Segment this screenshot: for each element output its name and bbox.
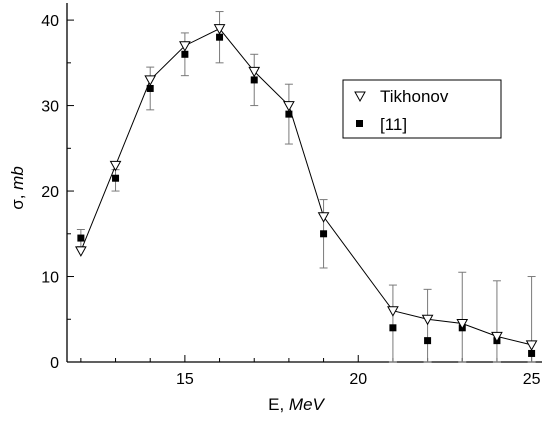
- legend-square-marker-icon: [356, 120, 363, 127]
- y-tick-label: 0: [50, 355, 59, 372]
- ref11-point: [250, 76, 258, 84]
- legend-box: [342, 79, 502, 139]
- legend-triangle-marker-icon: [354, 91, 366, 103]
- legend: Tikhonov [11]: [342, 79, 502, 139]
- tikhonov-point: [421, 314, 434, 326]
- ref11-point: [528, 349, 536, 357]
- y-tick-label: 20: [41, 184, 59, 201]
- x-tick-label: 25: [523, 371, 541, 388]
- tikhonov-point: [491, 331, 503, 343]
- ref11-point: [181, 50, 189, 58]
- ref11-point: [216, 33, 224, 41]
- error-bars: [76, 11, 536, 363]
- legend-ref11-label: [11]: [380, 115, 407, 134]
- ref11-point: [77, 234, 85, 242]
- tikhonov-point: [317, 212, 330, 223]
- x-tick-label: 15: [176, 371, 194, 388]
- tick-labels: 15 20 25 0 10 20 30 40: [41, 13, 540, 388]
- markers: [75, 24, 538, 357]
- tikhonov-point: [525, 340, 538, 351]
- y-tick-label: 10: [41, 270, 59, 287]
- y-tick-label: 40: [41, 13, 59, 30]
- tikhonov-point: [456, 319, 469, 330]
- tikhonov-point: [213, 24, 226, 35]
- y-tick-label: 30: [41, 99, 59, 116]
- ref11-point: [146, 84, 154, 92]
- y-axis-title: σ, mb: [8, 166, 27, 210]
- tikhonov-point: [109, 160, 122, 172]
- ref11-point: [285, 110, 293, 118]
- tikhonov-point: [144, 75, 157, 86]
- tikhonov-point: [248, 66, 261, 78]
- ref11-point: [389, 324, 397, 332]
- ref11-point: [424, 337, 432, 345]
- x-tick-label: 20: [349, 371, 367, 388]
- tikhonov-point: [75, 246, 87, 257]
- ref11-point: [320, 230, 328, 238]
- x-axis-title: E, MeV: [268, 395, 325, 414]
- axes: [66, 3, 542, 363]
- tikhonov-point: [179, 41, 191, 52]
- tikhonov-point: [387, 306, 399, 317]
- legend-tikhonov-label: Tikhonov: [380, 87, 449, 106]
- ref11-point: [112, 174, 120, 182]
- tikhonov-point: [283, 101, 295, 112]
